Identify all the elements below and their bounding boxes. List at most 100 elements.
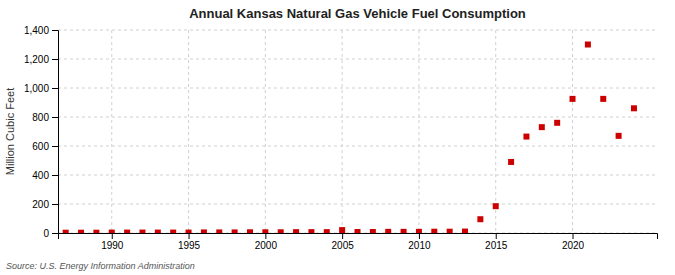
point bbox=[631, 105, 637, 111]
point bbox=[124, 230, 130, 233]
tick: 1,200 bbox=[24, 54, 58, 65]
tick: 1,400 bbox=[24, 25, 58, 36]
point bbox=[616, 133, 622, 139]
tick: 800 bbox=[32, 112, 58, 123]
axis-line bbox=[52, 31, 59, 234]
point bbox=[370, 229, 376, 233]
point bbox=[308, 229, 314, 233]
y-axis: 0 200 400 600 800 1,000 1,200 1,400 bbox=[24, 25, 59, 239]
tick: 1,000 bbox=[24, 83, 58, 94]
point bbox=[186, 230, 192, 233]
tick-label: 2015 bbox=[485, 240, 508, 251]
grid-line-y bbox=[58, 146, 657, 147]
tick-mark bbox=[189, 233, 190, 239]
point bbox=[78, 230, 84, 233]
point bbox=[170, 230, 176, 233]
point bbox=[139, 230, 145, 233]
point bbox=[508, 159, 514, 165]
grid-line-y bbox=[58, 59, 657, 60]
tick-label: 2020 bbox=[562, 240, 585, 251]
point bbox=[355, 229, 361, 233]
point bbox=[570, 96, 576, 102]
tick-mark bbox=[496, 233, 497, 239]
point bbox=[201, 229, 207, 233]
tick-mark bbox=[52, 117, 58, 118]
point bbox=[416, 229, 422, 233]
tick: 0 bbox=[43, 228, 58, 239]
chart: 0 200 400 600 800 1,000 1,200 1,400 1990 1995 2000… bbox=[0, 0, 675, 275]
point bbox=[278, 229, 284, 233]
point bbox=[477, 216, 483, 222]
tick: 1990 bbox=[101, 233, 124, 251]
point bbox=[247, 229, 253, 233]
tick-mark bbox=[52, 88, 58, 89]
tick-label: 1,200 bbox=[24, 54, 49, 65]
grid-line-x bbox=[188, 30, 189, 233]
tick: 2005 bbox=[332, 233, 355, 251]
point bbox=[431, 229, 437, 233]
tick-mark bbox=[52, 146, 58, 147]
tick: 2010 bbox=[408, 233, 431, 251]
point bbox=[600, 96, 606, 102]
grid-line-x bbox=[111, 30, 112, 233]
grid bbox=[58, 30, 657, 233]
tick-label: 1995 bbox=[178, 240, 201, 251]
point bbox=[293, 229, 299, 233]
grid-line-y bbox=[58, 88, 657, 89]
grid-line-y bbox=[58, 117, 657, 118]
tick-label: 200 bbox=[32, 199, 49, 210]
tick-mark bbox=[52, 59, 58, 60]
tick-label: 600 bbox=[32, 141, 49, 152]
points bbox=[63, 42, 637, 234]
tick-label: 2005 bbox=[332, 240, 355, 251]
tick-mark bbox=[419, 233, 420, 239]
tick-mark bbox=[112, 233, 113, 239]
tick-label: 400 bbox=[32, 170, 49, 181]
grid-line-y bbox=[58, 204, 657, 205]
point bbox=[493, 203, 499, 209]
grid-line-y bbox=[58, 175, 657, 176]
tick: 600 bbox=[32, 141, 58, 152]
point bbox=[155, 230, 161, 233]
point bbox=[523, 134, 529, 140]
tick-mark bbox=[265, 233, 266, 239]
tick-mark bbox=[52, 175, 58, 176]
tick: 1995 bbox=[178, 233, 201, 251]
tick-mark bbox=[52, 233, 58, 234]
tick: 2000 bbox=[255, 233, 278, 251]
tick-label: 2000 bbox=[255, 240, 278, 251]
point bbox=[585, 42, 591, 48]
grid-line-x bbox=[572, 30, 573, 233]
point bbox=[539, 124, 545, 130]
point bbox=[554, 120, 560, 126]
tick-label: 2010 bbox=[408, 240, 431, 251]
point bbox=[401, 229, 407, 233]
grid-line-x bbox=[495, 30, 496, 233]
point bbox=[324, 229, 330, 233]
grid-line-x bbox=[418, 30, 419, 233]
tick: 2015 bbox=[485, 233, 508, 251]
title: Annual Kansas Natural Gas Vehicle Fuel C… bbox=[189, 6, 526, 21]
point bbox=[93, 230, 99, 233]
point bbox=[232, 229, 238, 233]
point bbox=[385, 229, 391, 233]
grid-line-x bbox=[342, 30, 343, 233]
tick-mark bbox=[52, 30, 58, 31]
tick: 400 bbox=[32, 170, 58, 181]
tick: 2020 bbox=[562, 233, 585, 251]
point bbox=[109, 230, 115, 233]
point bbox=[447, 229, 453, 233]
plot: 0 200 400 600 800 1,000 1,200 1,400 1990 1995 2000… bbox=[24, 25, 658, 251]
tick-label: 1990 bbox=[101, 240, 124, 251]
tick-label: 1,000 bbox=[24, 83, 49, 94]
axis-line bbox=[59, 234, 658, 240]
tick: 200 bbox=[32, 199, 58, 210]
tick-label: 0 bbox=[43, 228, 49, 239]
tick-mark bbox=[573, 233, 574, 239]
point bbox=[63, 230, 69, 233]
grid-line-x bbox=[265, 30, 266, 233]
tick-mark bbox=[342, 233, 343, 239]
y-axis-label: Million Cubic Feet bbox=[4, 88, 16, 175]
point bbox=[216, 229, 222, 233]
tick-label: 800 bbox=[32, 112, 49, 123]
